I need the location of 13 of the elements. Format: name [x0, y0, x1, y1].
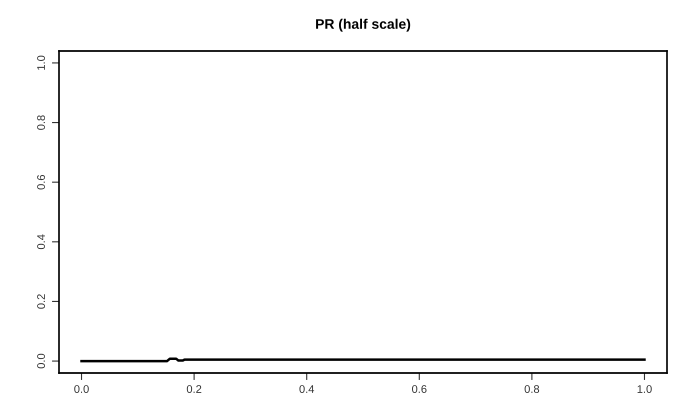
- y-tick-label: 0.4: [37, 234, 45, 250]
- x-tick-label: 0.6: [412, 385, 427, 393]
- y-tick-label: 0.8: [37, 115, 45, 130]
- x-tick-label: 0.2: [186, 385, 202, 393]
- x-tick-label: 0.4: [299, 385, 314, 393]
- y-tick-label: 0.2: [37, 294, 45, 309]
- y-tick-label: 0.6: [37, 174, 45, 190]
- x-tick-label: 1.0: [638, 385, 652, 393]
- y-tick-label: 0.0: [37, 354, 45, 368]
- x-tick-label: 0.0: [74, 385, 89, 393]
- y-tick-label: 1.0: [37, 56, 45, 70]
- x-tick-label: 0.8: [524, 385, 540, 393]
- chart-title: PR (half scale): [316, 18, 410, 32]
